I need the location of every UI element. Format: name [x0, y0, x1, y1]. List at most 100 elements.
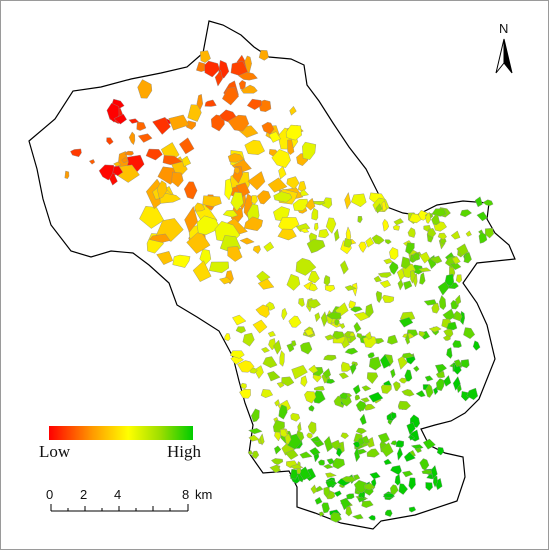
parcel — [277, 228, 297, 241]
parcel — [384, 509, 393, 517]
parcel — [455, 274, 463, 284]
parcel — [307, 270, 320, 284]
parcel — [295, 257, 317, 276]
parcel — [299, 189, 309, 197]
parcel — [353, 479, 367, 494]
parcel — [397, 446, 403, 461]
parcel — [307, 299, 321, 309]
parcel — [279, 350, 285, 367]
parcel — [403, 280, 413, 290]
parcel — [196, 215, 221, 236]
parcel — [381, 200, 387, 212]
parcel — [379, 354, 391, 369]
parcel — [309, 447, 321, 456]
parcel — [334, 319, 340, 326]
parcel — [336, 447, 343, 458]
parcel — [88, 159, 96, 165]
parcel — [393, 218, 404, 226]
parcel — [199, 50, 211, 63]
parcel — [377, 272, 392, 278]
parcel — [406, 421, 416, 435]
parcel — [390, 465, 402, 476]
parcel — [365, 331, 372, 340]
parcel — [214, 69, 223, 87]
parcel — [323, 354, 337, 361]
parcel — [382, 493, 396, 498]
parcel — [324, 334, 336, 341]
parcel — [291, 340, 297, 347]
parcel-layer — [64, 49, 494, 523]
parcel — [297, 421, 302, 433]
parcel — [291, 364, 308, 380]
parcel — [343, 238, 353, 248]
parcel — [425, 384, 434, 398]
parcel — [367, 352, 375, 358]
parcel — [269, 464, 281, 473]
scale-unit: km — [195, 487, 213, 502]
parcel — [302, 141, 317, 160]
parcel — [408, 213, 422, 224]
parcel — [202, 195, 222, 207]
parcel — [239, 389, 251, 399]
north-arrow-icon — [495, 38, 513, 74]
parcel — [322, 368, 332, 380]
parcel — [452, 376, 461, 391]
parcel — [424, 375, 434, 382]
parcel — [418, 330, 426, 338]
parcel — [427, 228, 437, 238]
parcel — [430, 464, 438, 479]
parcel — [240, 84, 258, 94]
parcel — [369, 471, 381, 480]
parcel — [208, 261, 230, 274]
parcel — [273, 191, 293, 203]
parcel — [300, 375, 308, 388]
parcel — [371, 234, 385, 245]
parcel — [306, 239, 326, 254]
parcel — [429, 255, 443, 264]
parcel — [424, 211, 432, 224]
parcel — [281, 376, 295, 387]
parcel — [280, 429, 288, 438]
parcel — [139, 205, 165, 229]
legend-color-ramp — [49, 426, 193, 440]
parcel — [398, 317, 414, 328]
parcel — [246, 98, 262, 110]
parcel — [373, 275, 382, 283]
parcel — [478, 232, 488, 244]
parcel — [311, 207, 319, 221]
parcel — [70, 148, 82, 158]
parcel — [482, 199, 494, 207]
parcel — [121, 157, 129, 164]
parcel — [431, 214, 440, 226]
parcel — [235, 326, 246, 334]
parcel — [339, 322, 346, 329]
parcel — [354, 394, 361, 401]
parcel — [450, 230, 461, 240]
parcel — [137, 79, 153, 99]
parcel — [465, 230, 472, 237]
parcel — [443, 375, 452, 387]
parcel — [156, 180, 168, 199]
parcel — [320, 311, 328, 328]
legend-high-label: High — [167, 442, 201, 461]
parcel — [410, 269, 416, 284]
parcel — [339, 392, 348, 400]
parcel — [344, 347, 359, 355]
parcel — [446, 321, 458, 331]
parcel — [273, 339, 282, 355]
parcel — [156, 251, 174, 265]
parcel — [300, 341, 313, 355]
parcel — [398, 483, 408, 495]
parcel — [368, 356, 382, 371]
parcel — [257, 278, 275, 290]
parcel — [375, 290, 382, 304]
scale-tick-2: 2 — [80, 487, 88, 502]
parcel — [239, 237, 255, 245]
parcel — [451, 256, 461, 265]
parcel — [285, 124, 302, 141]
parcel — [250, 408, 260, 423]
parcel — [276, 381, 285, 389]
parcel — [259, 433, 265, 446]
parcel — [287, 139, 295, 155]
parcel — [248, 434, 260, 442]
